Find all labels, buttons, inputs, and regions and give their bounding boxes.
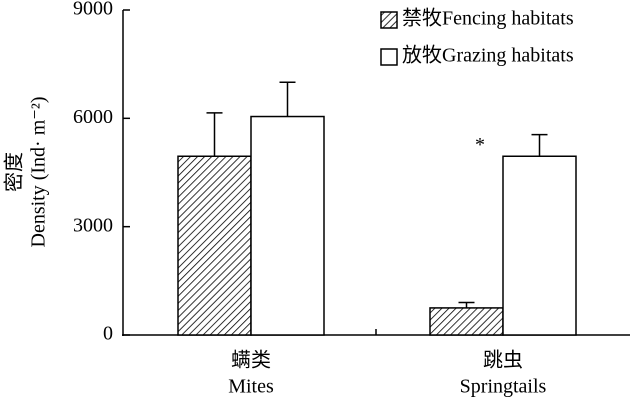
x-tick-label: Mites (228, 376, 274, 398)
y-tick-label: 9000 (73, 0, 113, 20)
y-label-en: Density (Ind· m⁻²) (28, 97, 50, 248)
x-tick-label: 跳虫 (483, 349, 523, 372)
legend-swatch (380, 11, 398, 29)
y-tick-label: 0 (103, 323, 113, 345)
bar (177, 155, 252, 336)
bar (502, 155, 577, 336)
error-bar (206, 112, 223, 157)
bar (250, 115, 325, 336)
error-bar (458, 301, 475, 308)
annotation: * (475, 134, 485, 156)
legend-swatch (380, 48, 398, 66)
y-tick-label: 3000 (73, 214, 113, 236)
legend-label: 放牧Grazing habitats (402, 44, 574, 67)
y-label-zh: 密度 (3, 152, 26, 192)
x-tick-label: 螨类 (231, 349, 271, 372)
y-tick-label: 6000 (73, 106, 113, 128)
y-label: 密度 Density (Ind· m⁻²) (3, 97, 50, 248)
x-tick-label: Springtails (460, 376, 547, 398)
error-bar (531, 133, 548, 157)
error-bar (279, 81, 296, 117)
legend-label: 禁牧Fencing habitats (402, 7, 574, 30)
bar (429, 307, 504, 336)
